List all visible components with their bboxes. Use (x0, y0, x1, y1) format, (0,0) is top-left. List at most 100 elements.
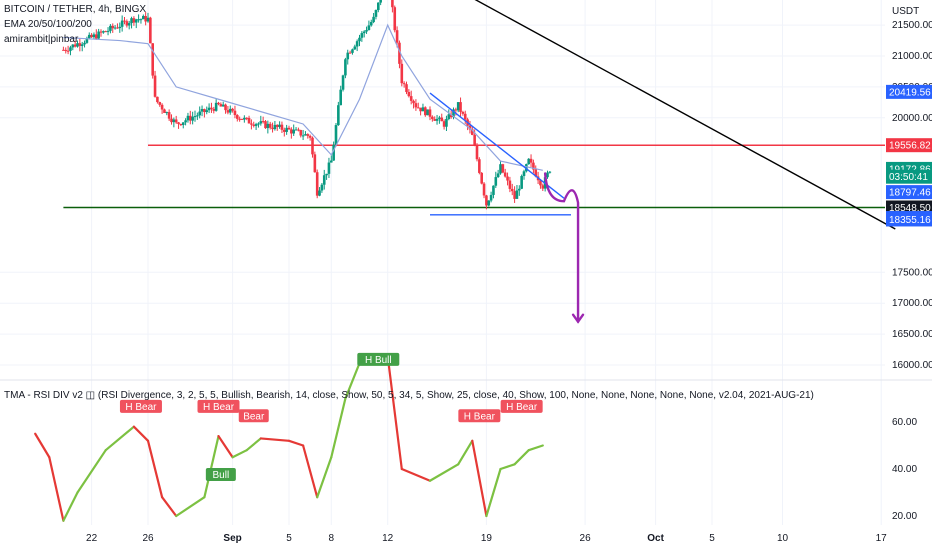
horizontal-levels[interactable] (63, 144, 885, 209)
candle (304, 134, 307, 136)
candle (355, 41, 359, 47)
candle (503, 172, 507, 177)
candle (64, 49, 68, 51)
candle (416, 107, 420, 109)
rsi-label-4: H Bull (365, 355, 392, 366)
time-axis[interactable]: 22 26 Sep 5 8 12 19 26 Oct 5 10 17 (86, 533, 887, 544)
candle (367, 25, 371, 31)
rsi-segment (400, 467, 432, 482)
price-tag-box (886, 212, 932, 227)
rsi-segment (344, 362, 361, 400)
rsi-segment (316, 456, 333, 499)
time-tick: Oct (647, 533, 664, 544)
candle (261, 121, 265, 123)
candle (69, 47, 72, 51)
candle (515, 190, 519, 199)
rsi-segment (245, 437, 262, 452)
candle (62, 49, 65, 51)
candle (532, 162, 535, 170)
candle (106, 30, 110, 32)
candle (283, 129, 286, 132)
candle (353, 46, 357, 50)
rsi-segment (485, 467, 502, 518)
candle (92, 34, 96, 38)
candle (391, 0, 394, 8)
price-tag-box (886, 138, 932, 153)
candle (463, 113, 467, 120)
price-tag-box (886, 169, 932, 184)
rsi-tick: 40.00 (892, 464, 917, 475)
candle (351, 49, 354, 53)
candle (212, 108, 216, 111)
candle (400, 63, 404, 84)
time-tick: 5 (286, 533, 292, 544)
candle (238, 118, 241, 120)
symbol-title[interactable]: BITCOIN / TETHER, 4h, BINGX (4, 4, 147, 15)
candle (280, 124, 284, 130)
candle (325, 173, 328, 176)
candle (153, 75, 157, 97)
candle (419, 107, 422, 112)
price-tag-1: 19556.82 (889, 141, 931, 152)
candle (475, 145, 479, 160)
forecast-path (543, 172, 580, 323)
rsi-label-1: H Bear (203, 402, 235, 413)
currency-label: USDT (892, 6, 919, 17)
rsi-segment (231, 449, 248, 459)
candle (525, 164, 528, 172)
candle (203, 109, 206, 113)
candle (468, 125, 472, 130)
candle (233, 110, 237, 116)
candle (501, 164, 505, 173)
price-tick: 21500.00 (892, 20, 932, 31)
candle (167, 112, 171, 119)
candle (156, 96, 159, 103)
candle (290, 129, 293, 134)
candle (198, 111, 201, 116)
candle (142, 15, 145, 20)
rsi-indicator-title[interactable]: TMA - RSI DIV v2 ◫ (RSI Divergence, 3, 2… (4, 390, 814, 401)
rsi-segment (330, 397, 347, 459)
time-tick: 22 (86, 533, 98, 544)
candle (485, 195, 488, 206)
candle (344, 59, 347, 76)
candle (132, 18, 136, 23)
candle (539, 180, 542, 186)
rsi-segment (48, 456, 65, 522)
time-tick: 12 (382, 533, 394, 544)
candle (308, 135, 312, 138)
rsi-segment (527, 444, 544, 452)
candle (337, 105, 340, 126)
candle (362, 31, 366, 34)
candle (527, 158, 530, 165)
candle (139, 19, 143, 21)
price-tag-7: 18355.16 (889, 215, 931, 226)
candle (259, 121, 263, 124)
trendlines[interactable] (409, 0, 896, 230)
candle (184, 120, 187, 123)
candle (374, 10, 378, 17)
candle (339, 89, 342, 106)
rsi-segment (471, 439, 488, 518)
candle (118, 26, 122, 29)
candle (210, 107, 213, 109)
rsi-segment (287, 439, 305, 447)
candle (318, 190, 321, 196)
candle (104, 31, 107, 33)
ema-legend[interactable]: EMA 20/50/100/200 (4, 19, 92, 30)
candle (268, 123, 272, 128)
forecast-arrow[interactable] (543, 172, 585, 324)
candle (306, 134, 310, 136)
candle (250, 123, 253, 125)
candle (414, 103, 418, 108)
candle (482, 183, 486, 196)
candle (398, 42, 401, 64)
price-tick: 17500.00 (892, 267, 932, 278)
price-grid (0, 0, 885, 525)
rsi-axis[interactable]: 60.00 40.00 20.00 (892, 417, 917, 522)
candle (402, 83, 406, 85)
candle (546, 172, 549, 178)
candle (123, 20, 126, 22)
pinbar-legend[interactable]: amirambit|pinbar (4, 34, 79, 45)
